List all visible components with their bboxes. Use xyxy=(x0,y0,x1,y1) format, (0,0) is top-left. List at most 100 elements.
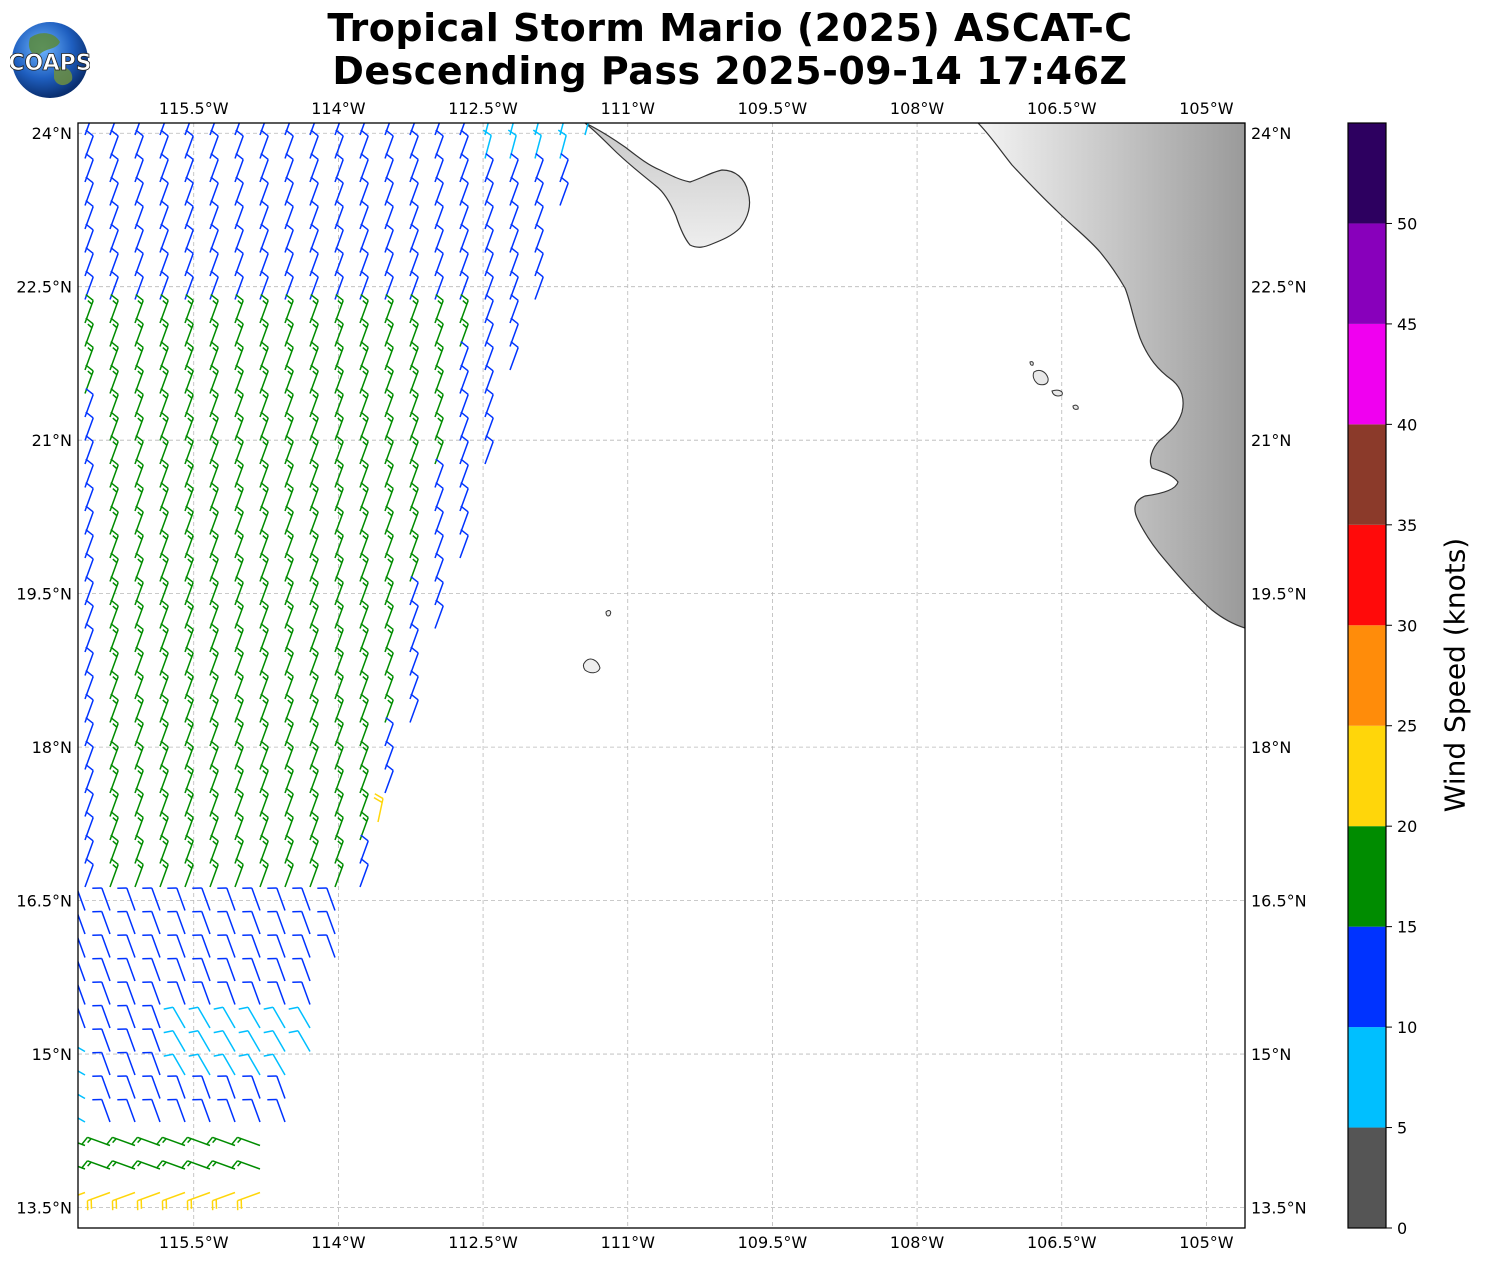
wind-barb xyxy=(78,1117,86,1123)
islas-marias-island xyxy=(1051,389,1063,397)
lat-label-right: 19.5°N xyxy=(1251,585,1307,604)
wind-barb xyxy=(259,857,269,888)
isla-san-benedicto xyxy=(605,610,612,617)
colorbar-segment xyxy=(1348,223,1386,324)
lat-label-left: 15°N xyxy=(32,1045,72,1064)
wind-barb xyxy=(161,1191,186,1211)
wind-barb xyxy=(117,887,136,911)
colorbar-segment xyxy=(1348,123,1386,224)
colorbar-segment xyxy=(1348,1027,1386,1128)
lat-label-right: 21°N xyxy=(1251,431,1291,450)
wind-barb xyxy=(142,957,161,982)
wind-barb xyxy=(117,934,136,958)
wind-barb xyxy=(142,1075,161,1099)
wind-barb xyxy=(217,887,236,911)
wind-barb xyxy=(117,910,136,935)
colorbar-tick-label: 30 xyxy=(1397,616,1417,635)
wind-barb xyxy=(409,693,419,723)
wind-barb xyxy=(234,857,244,888)
lon-label-bottom: 105°W xyxy=(1179,1233,1234,1252)
wind-barb xyxy=(92,1004,111,1029)
wind-barb xyxy=(242,1075,261,1099)
wind-barb xyxy=(167,934,186,958)
colorbar-frame xyxy=(1347,122,1387,1229)
lon-label-top: 105°W xyxy=(1179,99,1234,118)
wind-barb xyxy=(205,1160,236,1170)
lon-label-top: 106.5°W xyxy=(1027,99,1097,118)
islas-marias-island xyxy=(1072,404,1079,410)
wind-barb xyxy=(180,1136,211,1147)
wind-barb xyxy=(117,1075,136,1099)
lat-label-right: 18°N xyxy=(1251,738,1291,757)
wind-barb xyxy=(78,912,86,935)
wind-barb xyxy=(167,1075,186,1099)
colorbar-label: Wind Speed (knots) xyxy=(1438,537,1472,813)
wind-barb xyxy=(242,887,261,911)
wind-barb xyxy=(213,1029,236,1052)
wind-barb xyxy=(180,1160,211,1170)
colorbar-segment xyxy=(1348,1127,1386,1228)
colorbar-tick-label: 45 xyxy=(1397,315,1417,334)
colorbar-tick-label: 10 xyxy=(1397,1018,1417,1037)
wind-barb xyxy=(242,910,261,935)
right-latitude-labels: 24°N 22.5°N 21°N 19.5°N 18°N 16.5°N 15°N 13.5°N xyxy=(1251,124,1307,1217)
wind-barb xyxy=(92,1051,111,1076)
wind-barb xyxy=(111,1191,136,1211)
lat-label-left: 16.5°N xyxy=(16,892,72,911)
wind-barb xyxy=(117,1051,136,1076)
bottom-longitude-labels: 115.5°W 114°W 112.5°W 111°W 109.5°W 108°W 106.… xyxy=(159,1233,1234,1252)
wind-barb xyxy=(242,981,261,1005)
wind-barb xyxy=(459,528,469,559)
wind-barb xyxy=(236,1191,261,1211)
wind-barb xyxy=(92,887,111,911)
lon-label-bottom: 106.5°W xyxy=(1027,1233,1097,1252)
logo-text: COAPS xyxy=(10,51,90,76)
colorbar: 0 5 10 15 20 25 30 35 40 45 50 xyxy=(1347,122,1417,1238)
isla-socorro xyxy=(583,658,601,674)
wind-barb xyxy=(267,910,286,935)
wind-barb xyxy=(78,936,86,958)
lat-label-left: 22.5°N xyxy=(16,278,72,297)
wind-barb xyxy=(284,857,294,888)
lat-label-left: 13.5°N xyxy=(16,1199,72,1218)
colorbar-segment xyxy=(1348,725,1386,827)
latitude-gridlines xyxy=(78,132,1245,1208)
lat-label-left: 19.5°N xyxy=(16,585,72,604)
baja-california-land xyxy=(584,123,751,248)
wind-barb xyxy=(92,981,111,1005)
colorbar-segment xyxy=(1348,926,1386,1028)
lon-label-top: 109.5°W xyxy=(738,99,808,118)
wind-barb xyxy=(142,910,161,935)
lon-label-top: 111°W xyxy=(601,99,656,118)
wind-barb xyxy=(163,1053,186,1076)
mainland-mexico-land xyxy=(977,123,1245,629)
wind-barb xyxy=(238,1006,261,1029)
wind-barb xyxy=(142,887,161,911)
wind-barb xyxy=(188,1029,211,1052)
colorbar-tick-label: 25 xyxy=(1397,717,1417,736)
lon-label-bottom: 114°W xyxy=(311,1233,366,1252)
colorbar-tick-label: 40 xyxy=(1397,415,1417,434)
wind-barb xyxy=(167,910,186,935)
wind-barb xyxy=(434,599,444,629)
wind-barb xyxy=(292,934,311,958)
wind-barb xyxy=(242,1098,261,1123)
wind-barb xyxy=(309,857,319,888)
wind-barb xyxy=(167,981,186,1005)
wind-barb xyxy=(155,1160,186,1170)
wind-barb xyxy=(217,1075,236,1099)
lon-label-bottom: 115.5°W xyxy=(159,1233,229,1252)
wind-barb xyxy=(78,1165,86,1170)
wind-barb xyxy=(78,983,86,1005)
wind-barb xyxy=(509,340,519,371)
wind-barb xyxy=(92,957,111,982)
lat-label-right: 24°N xyxy=(1251,124,1291,143)
wind-barb xyxy=(117,981,136,1005)
wind-barb xyxy=(238,1029,261,1052)
colorbar-segment xyxy=(1348,323,1386,425)
wind-barb xyxy=(80,1160,111,1170)
wind-barb xyxy=(142,1004,161,1029)
wind-barb xyxy=(242,957,261,982)
wind-barb xyxy=(186,1191,211,1211)
